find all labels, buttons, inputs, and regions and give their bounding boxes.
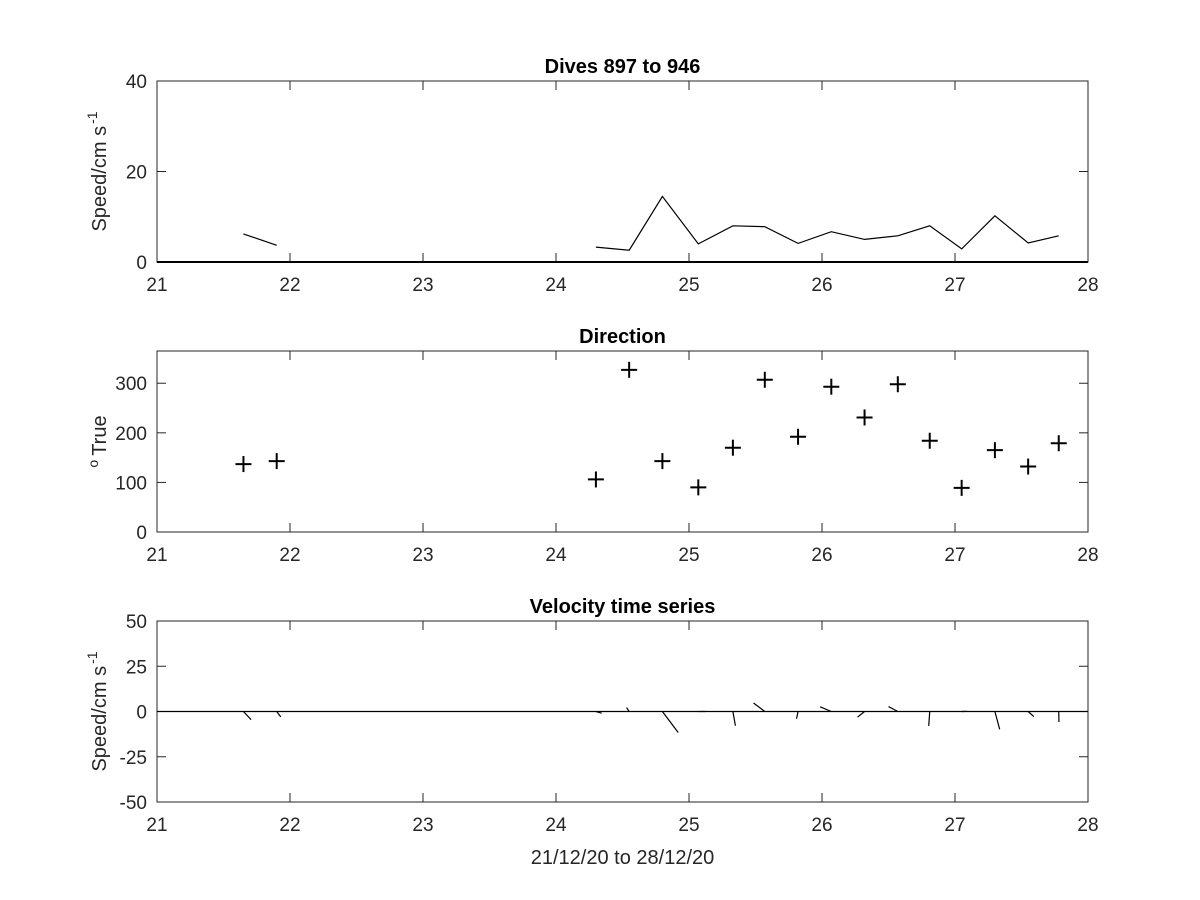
- y-axis-label: Speed/cm s -1: [84, 651, 111, 771]
- x-tick-label: 27: [944, 275, 965, 296]
- x-tick-label: 26: [811, 545, 832, 566]
- x-tick-label: 22: [279, 275, 300, 296]
- x-tick-label: 28: [1077, 275, 1098, 296]
- y-axis-label-superscript: o: [85, 460, 101, 468]
- panel-1: 21 22 23 24 25 26 27 28 0 20 40 Dives 897 to 946 Spe…: [84, 56, 1099, 296]
- y-axis-label: Speed/cm s -1: [84, 111, 111, 231]
- velocity-stick: [753, 702, 766, 712]
- direction-marker: [724, 439, 741, 456]
- x-tick-label: 23: [412, 275, 433, 296]
- velocity-stick: [888, 706, 899, 713]
- y-tick-label: 100: [115, 473, 147, 494]
- speed-series-line: [595, 195, 1059, 251]
- x-tick-label: 26: [811, 275, 832, 296]
- x-tick-label: 27: [944, 815, 965, 836]
- y-axis-label-text: True: [89, 415, 111, 455]
- velocity-stick: [857, 711, 865, 718]
- direction-marker: [953, 479, 970, 496]
- direction-marker: [856, 409, 873, 426]
- panel-2: 21 22 23 24 25 26 27 28 0 100 200 300 Direction o True: [85, 326, 1099, 566]
- y-axis-label-superscript: -1: [84, 651, 100, 664]
- axes-box: [156, 350, 1089, 533]
- x-tick-label: 24: [545, 815, 567, 836]
- x-tick-label: 21: [146, 815, 167, 836]
- x-tick-label: 25: [678, 545, 699, 566]
- velocity-stick: [243, 711, 252, 721]
- panel-title: Direction: [579, 326, 666, 348]
- x-tick-label: 24: [545, 545, 567, 566]
- direction-marker: [621, 361, 638, 378]
- speed-series-line: [243, 233, 277, 246]
- x-tick-label: 21: [146, 545, 167, 566]
- y-tick-label: 25: [126, 657, 147, 678]
- y-tick-label: 20: [126, 163, 147, 184]
- y-tick-label: -25: [120, 748, 147, 769]
- direction-marker: [587, 471, 604, 488]
- x-tick-label: 24: [545, 275, 567, 296]
- velocity-stick: [1027, 711, 1035, 718]
- direction-marker: [986, 442, 1003, 459]
- y-axis-label-text: Speed/cm s: [89, 126, 111, 232]
- panel-title: Velocity time series: [530, 596, 716, 618]
- y-tick-label: 0: [136, 703, 147, 724]
- y-axis-label-superscript: -1: [84, 111, 100, 124]
- velocity-stick: [626, 707, 630, 712]
- x-tick-label: 23: [412, 815, 433, 836]
- velocity-stick: [795, 711, 799, 719]
- x-tick-label: 25: [678, 815, 699, 836]
- direction-marker: [1050, 435, 1067, 452]
- x-tick-label: 22: [279, 545, 300, 566]
- x-tick-label: 25: [678, 275, 699, 296]
- direction-marker: [268, 453, 285, 470]
- velocity-stick: [994, 711, 1001, 730]
- x-tick-label: 21: [146, 275, 167, 296]
- velocity-stick: [276, 711, 282, 718]
- velocity-stick: [595, 710, 602, 714]
- direction-marker: [654, 453, 671, 470]
- y-tick-label: -50: [120, 793, 147, 814]
- velocity-stick: [661, 711, 679, 733]
- direction-marker: [790, 428, 807, 445]
- direction-marker: [921, 432, 938, 449]
- direction-marker: [756, 371, 773, 388]
- y-tick-label: 300: [115, 374, 147, 395]
- panel-3: 21 22 23 24 25 26 27 28 -50 -25 0 25 50 Velocity time…: [84, 596, 1099, 869]
- direction-marker: [1020, 458, 1037, 475]
- direction-marker: [823, 378, 840, 395]
- axes-box: [156, 80, 1089, 263]
- y-tick-label: 0: [136, 523, 147, 544]
- y-axis-label: o True: [85, 415, 111, 467]
- x-axis-label: 21/12/20 to 28/12/20: [531, 847, 715, 869]
- x-tick-label: 28: [1077, 815, 1098, 836]
- y-tick-label: 0: [136, 253, 147, 274]
- y-tick-label: 40: [126, 72, 147, 93]
- y-axis-label-text: Speed/cm s: [89, 666, 111, 772]
- direction-marker: [235, 456, 252, 473]
- x-tick-label: 28: [1077, 545, 1098, 566]
- velocity-stick: [928, 711, 931, 726]
- x-tick-label: 26: [811, 815, 832, 836]
- direction-marker: [889, 376, 906, 393]
- x-tick-label: 23: [412, 545, 433, 566]
- velocity-stick: [819, 706, 832, 713]
- x-tick-label: 22: [279, 815, 300, 836]
- velocity-stick: [732, 711, 736, 726]
- y-tick-label: 200: [115, 424, 147, 445]
- panel-title: Dives 897 to 946: [545, 56, 701, 78]
- x-tick-label: 27: [944, 545, 965, 566]
- y-tick-label: 50: [126, 612, 147, 633]
- direction-marker: [690, 479, 707, 496]
